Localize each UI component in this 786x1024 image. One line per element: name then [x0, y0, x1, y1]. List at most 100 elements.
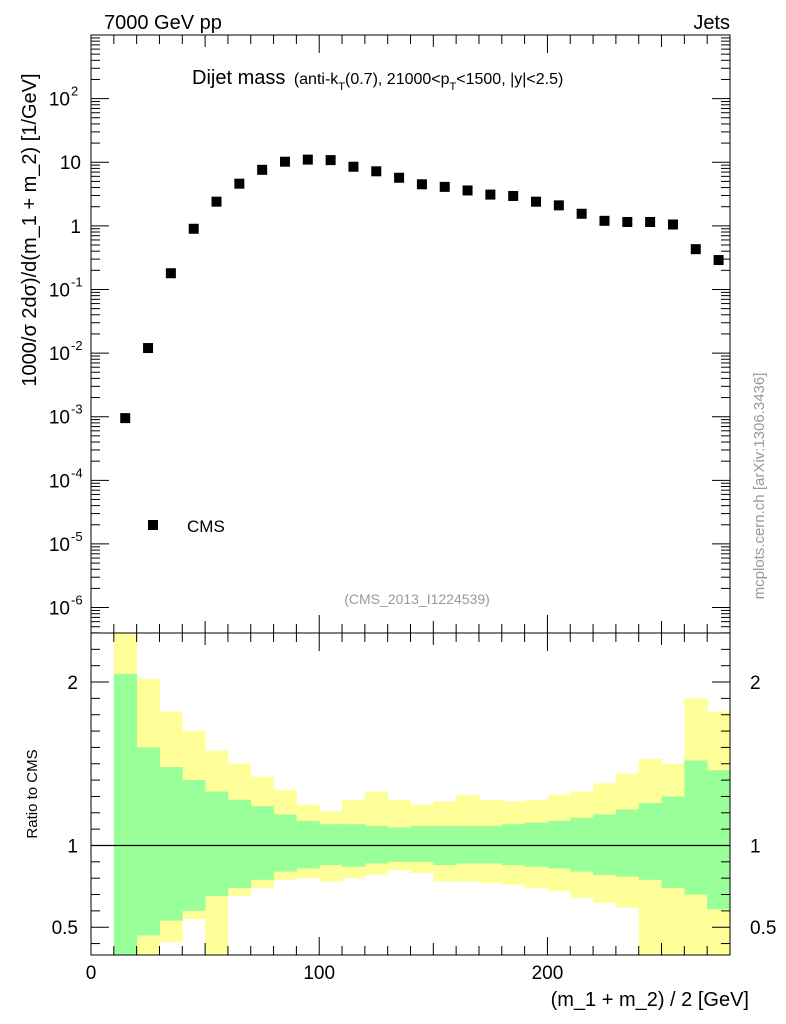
- green-band-bin: [387, 827, 411, 862]
- y-tick-exponent: -1: [71, 274, 83, 289]
- chart-title: Dijet mass (anti-kT(0.7), 21000<pT<1500,…: [192, 67, 563, 93]
- data-point: [645, 216, 656, 227]
- y-tick-base: 10: [60, 153, 81, 174]
- ratio-tick-label-right: 1: [750, 836, 761, 857]
- y-tick-label: 10: [49, 599, 70, 620]
- green-band-bin: [638, 802, 662, 880]
- data-point: [143, 343, 154, 354]
- data-point: [348, 161, 359, 172]
- green-band-bin: [501, 824, 526, 866]
- green-band-bin: [707, 770, 731, 910]
- green-band-bin: [227, 799, 252, 888]
- ratio-tick-label-right: 0.5: [750, 918, 776, 939]
- y-tick-exponent: -5: [71, 529, 83, 544]
- y-tick-base: 10: [49, 408, 70, 429]
- data-point: [553, 200, 564, 211]
- y-tick-exponent: -3: [71, 402, 83, 417]
- data-point: [279, 156, 290, 167]
- ratio-tick-label-right: 2: [750, 673, 761, 694]
- green-band-bin: [547, 820, 571, 869]
- green-band-bin: [661, 796, 685, 888]
- mcplots-side-label: mcplots.cern.ch [arXiv:1306.3436]: [751, 373, 768, 600]
- header-left: 7000 GeV pp: [104, 12, 222, 34]
- data-point: [713, 255, 724, 266]
- x-ticks: [90, 35, 731, 955]
- data-point: [439, 181, 450, 192]
- y-tick-base: 10: [49, 471, 70, 492]
- y-tick-label: 10: [49, 408, 70, 429]
- ratio-tick-label-left: 0.5: [52, 918, 78, 939]
- data-point: [325, 155, 336, 166]
- ratio-y-tick-labels: 0.5 0.5 1 1 2 2: [52, 673, 777, 939]
- green-band-bin: [615, 809, 640, 877]
- data-point: [690, 244, 701, 255]
- header-right: Jets: [693, 12, 730, 34]
- ratio-axis-label: Ratio to CMS: [24, 749, 41, 838]
- ratio-green-band: [113, 673, 731, 955]
- data-point: [394, 172, 405, 183]
- x-tick-label: 200: [532, 963, 564, 984]
- data-point: [531, 196, 542, 207]
- y-tick-exponent: -4: [71, 465, 83, 480]
- green-band-bin: [273, 814, 297, 872]
- green-band-bin: [364, 825, 389, 864]
- y-axis-label: 1000/σ 2dσ)/d(m_1 + m_2) [1/GeV]: [19, 73, 41, 386]
- green-band-bin: [410, 825, 434, 862]
- data-point: [257, 164, 268, 175]
- title-detail-mid: (0.7), 21000<p: [345, 71, 450, 88]
- ratio-tick-label-left: 2: [67, 673, 78, 694]
- data-point: [211, 196, 222, 207]
- x-axis-label: (m_1 + m_2) / 2 [GeV]: [551, 989, 749, 1011]
- title-detail-sub2: T: [450, 81, 457, 93]
- title-main: Dijet mass: [192, 67, 285, 89]
- green-band-bin: [593, 814, 617, 875]
- y-tick-label: 10: [49, 344, 70, 365]
- y-tick-base: 1: [70, 217, 81, 238]
- ratio-tick-label-left: 1: [67, 836, 78, 857]
- data-point: [667, 219, 678, 230]
- y-tick-exponent: -2: [71, 338, 83, 353]
- y-tick-base: 10: [49, 535, 70, 556]
- title-detail-prefix: (anti-k: [294, 71, 339, 88]
- green-band-bin: [113, 673, 138, 955]
- data-point: [462, 185, 473, 196]
- analysis-watermark: (CMS_2013_I1224539): [344, 591, 490, 607]
- data-point: [599, 215, 610, 226]
- y-tick-base: 10: [49, 344, 70, 365]
- main-y-ticks: [91, 34, 730, 634]
- data-point: [508, 190, 519, 201]
- x-tick-label: 0: [86, 963, 97, 984]
- y-tick-label: 10: [49, 535, 70, 556]
- data-points: [120, 154, 724, 424]
- ratio-y-ticks: [91, 632, 730, 945]
- green-band-bin: [136, 747, 160, 936]
- data-point: [302, 154, 313, 165]
- data-point: [234, 178, 245, 189]
- y-tick-label: 1: [70, 217, 81, 238]
- y-tick-base: 10: [49, 599, 70, 620]
- data-point: [188, 223, 199, 234]
- y-tick-base: 10: [49, 280, 70, 301]
- y-tick-exponent: -6: [71, 593, 83, 608]
- data-point: [622, 216, 633, 227]
- green-band-bin: [205, 791, 229, 897]
- data-point: [371, 166, 382, 177]
- y-tick-base: 10: [49, 90, 70, 111]
- data-point: [416, 179, 427, 190]
- x-tick-labels: 0 100 200: [86, 963, 564, 984]
- x-tick-label: 100: [303, 963, 335, 984]
- green-band-bin: [159, 767, 183, 921]
- y-tick-label: 10: [49, 90, 70, 111]
- green-band-bin: [456, 825, 480, 864]
- title-detail-sub1: T: [338, 81, 345, 93]
- title-detail-suffix: <1500, |y|<2.5): [456, 71, 563, 88]
- green-band-bin: [319, 824, 343, 866]
- green-band-bin: [570, 817, 594, 872]
- y-tick-label: 10: [49, 471, 70, 492]
- data-point: [165, 268, 176, 279]
- data-point: [120, 413, 131, 424]
- y-tick-label: 10: [49, 280, 70, 301]
- y-tick-exponent: 2: [71, 84, 78, 99]
